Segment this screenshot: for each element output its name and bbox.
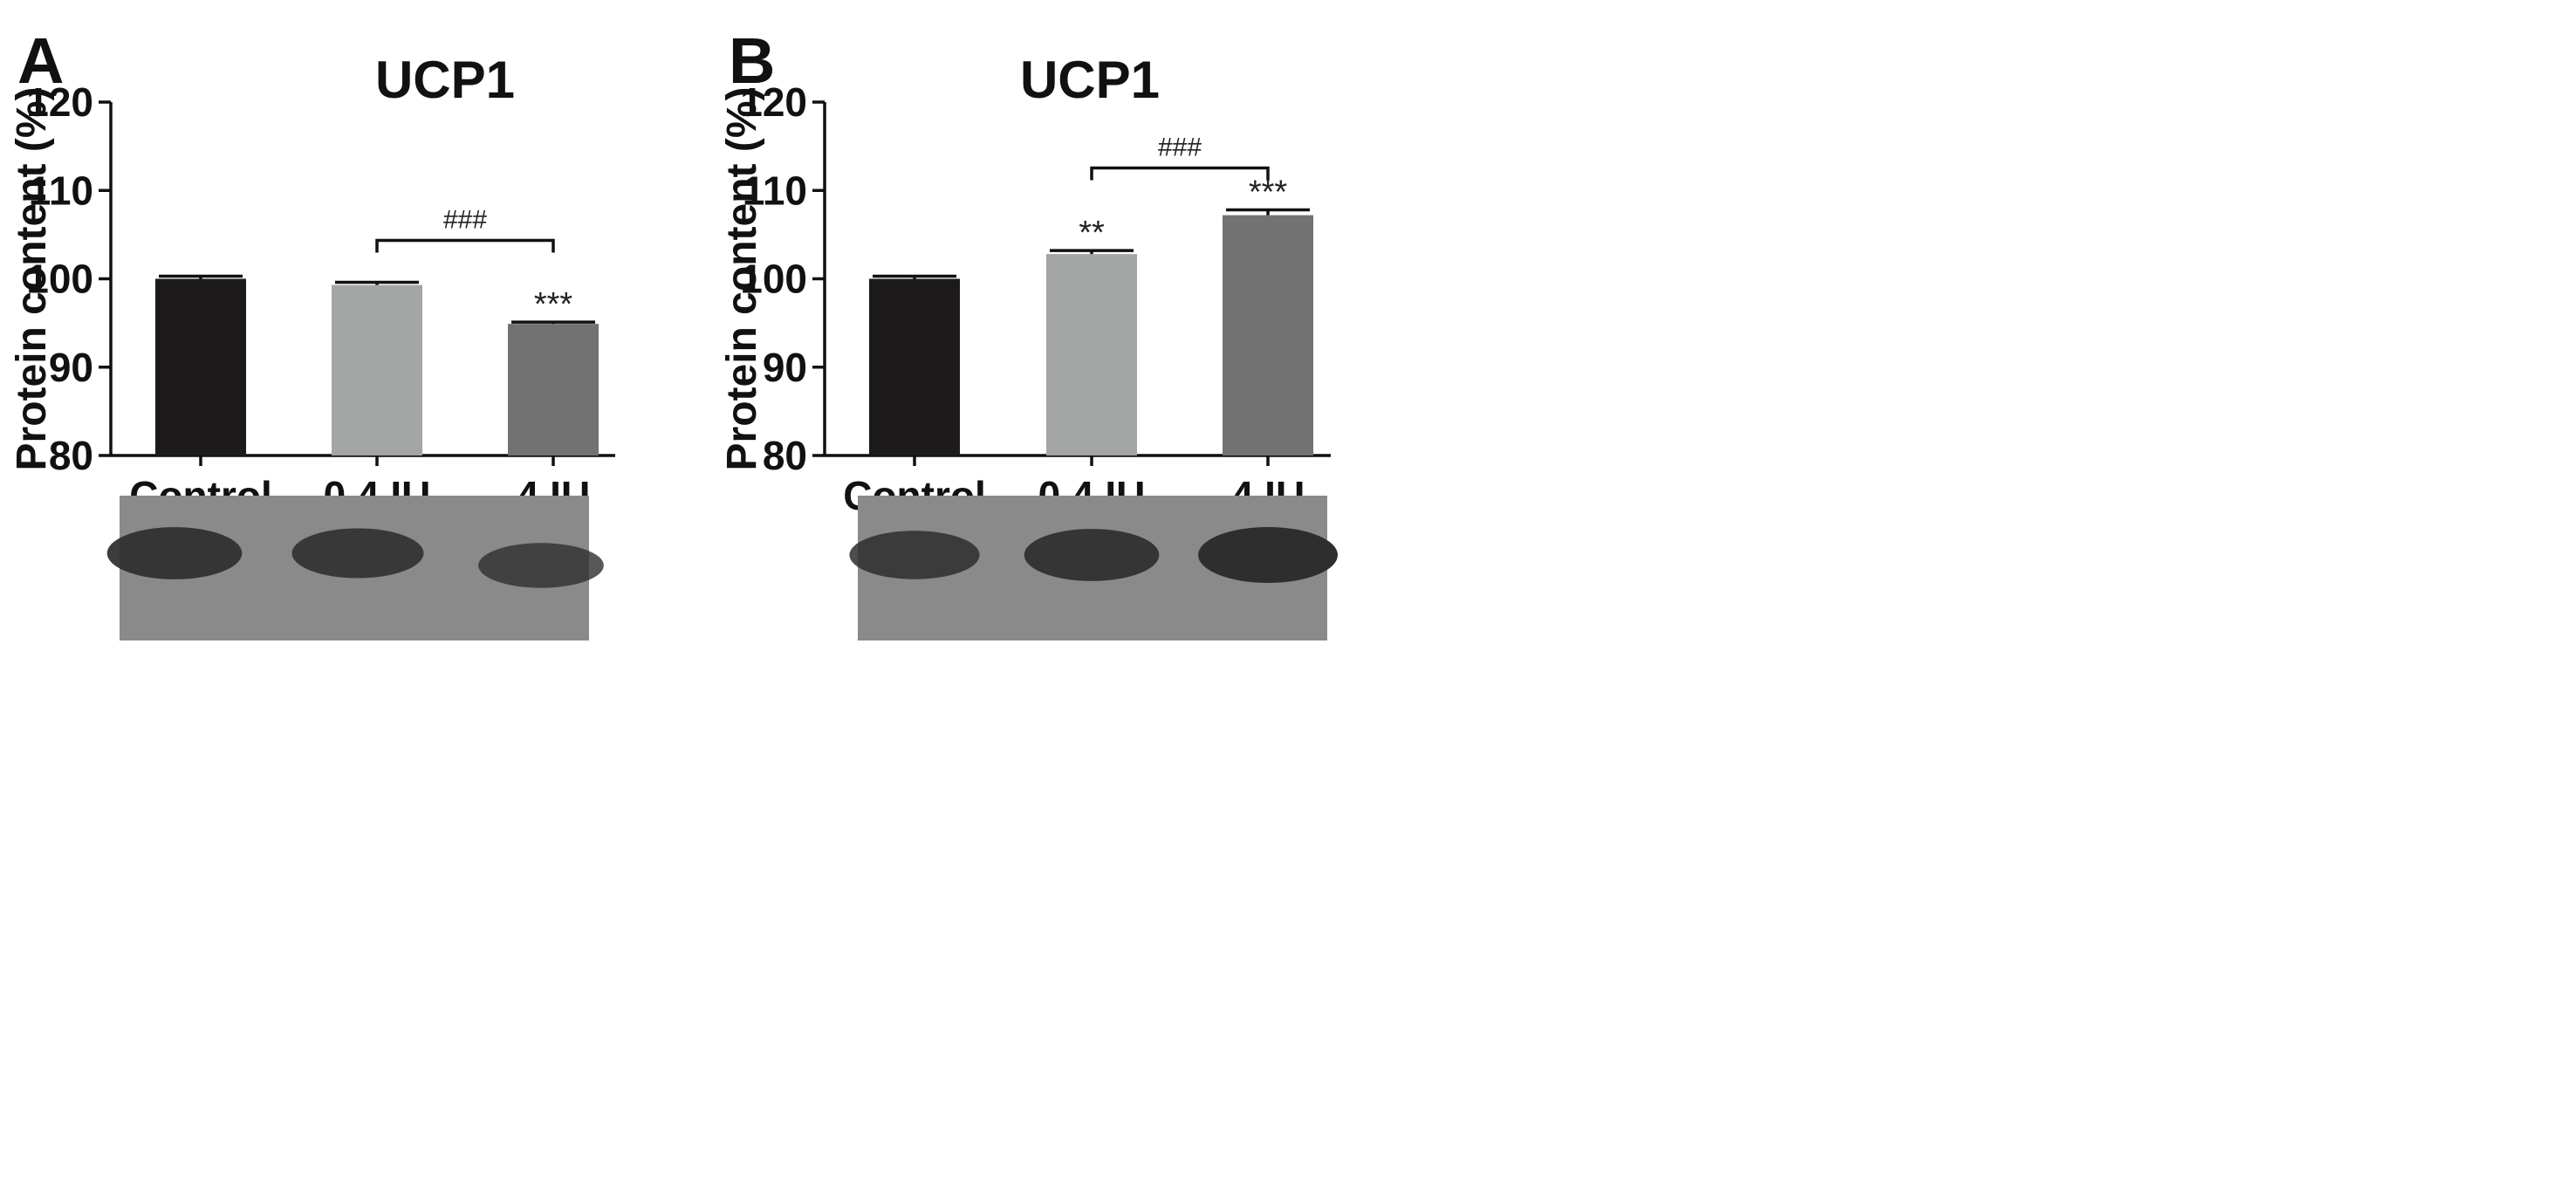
bar-control <box>869 278 960 456</box>
bar-4-iu <box>508 324 599 456</box>
y-tick-label: 100 <box>26 257 93 302</box>
bar-0.4-iu <box>332 284 422 456</box>
chart-title: UCP1 <box>1020 51 1160 109</box>
blot-band <box>849 531 980 579</box>
bar-4-iu <box>1223 215 1313 456</box>
comparison-bracket <box>375 238 555 253</box>
western-blot <box>849 496 1338 640</box>
y-tick-label: 90 <box>49 345 93 390</box>
y-tick-label: 110 <box>743 168 807 213</box>
bar-control <box>155 278 246 456</box>
bracket-label: ### <box>443 206 487 235</box>
y-tick-label: 110 <box>29 168 93 213</box>
y-tick-label: 120 <box>26 79 93 125</box>
y-tick-label: 80 <box>49 433 93 478</box>
bracket-label: ### <box>1158 134 1202 162</box>
y-axis-label: Protein content (%) <box>9 87 55 471</box>
blot-band <box>1024 529 1160 581</box>
y-tick-label: 120 <box>740 79 807 125</box>
significance-label: ** <box>1079 215 1105 251</box>
comparison-bracket <box>1090 166 1270 181</box>
blot-band <box>478 543 604 588</box>
y-tick-label: 100 <box>740 257 807 302</box>
blot-band <box>291 528 424 579</box>
panel-letter: B <box>729 24 775 97</box>
panel-letter: A <box>17 24 64 97</box>
y-tick-label: 80 <box>763 433 807 478</box>
chart-title: UCP1 <box>375 51 515 109</box>
blot-band <box>1198 527 1338 583</box>
significance-label: *** <box>534 286 573 323</box>
y-tick-label: 90 <box>763 345 807 390</box>
y-axis-label: Protein content (%) <box>719 87 765 471</box>
bar-0.4-iu <box>1046 254 1137 456</box>
western-blot <box>106 496 604 640</box>
blot-band <box>106 527 243 579</box>
